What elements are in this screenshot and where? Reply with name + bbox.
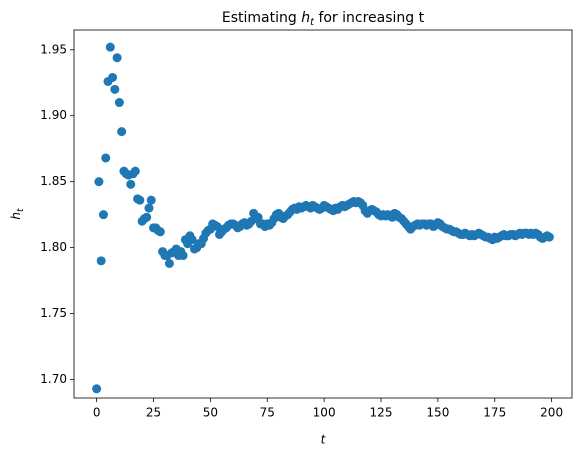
point [126, 179, 136, 189]
title-text: Estimating [222, 10, 297, 26]
point [108, 72, 118, 82]
point [117, 127, 127, 137]
x-tick-label: 200 [540, 406, 563, 420]
point [94, 177, 104, 187]
x-tick-label: 0 [93, 406, 101, 420]
point [187, 235, 197, 245]
point [110, 84, 120, 94]
x-tick-label: 50 [203, 406, 218, 420]
x-tick-label: 175 [483, 406, 506, 420]
chart-title: Estimating ht for increasing t [222, 10, 425, 28]
point [105, 42, 115, 52]
point [178, 251, 188, 261]
point [92, 384, 102, 394]
y-tick-label: 1.80 [40, 240, 67, 254]
y-label-sub: t [16, 208, 26, 212]
x-tick-label: 25 [146, 406, 161, 420]
title-sub: t [310, 17, 315, 28]
y-tick-label: 1.85 [40, 174, 67, 188]
point [164, 258, 174, 268]
x-tick-label: 100 [313, 406, 336, 420]
point [101, 153, 111, 163]
y-tick-label: 1.70 [40, 372, 67, 386]
x-tick-label: 75 [260, 406, 275, 420]
point [98, 210, 108, 220]
point [146, 195, 156, 205]
point [130, 166, 140, 176]
x-tick-label: 150 [426, 406, 449, 420]
x-tick-label: 125 [370, 406, 393, 420]
y-tick-label: 1.90 [40, 108, 67, 122]
title-text: for increasing t [318, 10, 424, 26]
title-math: h [301, 10, 310, 26]
point [112, 53, 122, 63]
point [144, 203, 154, 213]
y-axis-label: ht [9, 208, 26, 220]
point [142, 212, 152, 222]
axes-frame [73, 29, 573, 399]
point [114, 98, 124, 108]
point [96, 256, 106, 266]
y-tick-label: 1.95 [40, 42, 67, 56]
point [544, 232, 554, 242]
point [135, 195, 145, 205]
x-axis-label: t [321, 433, 327, 447]
y-label-math: h [9, 212, 23, 220]
y-tick-label: 1.75 [40, 306, 67, 320]
point [155, 227, 165, 237]
